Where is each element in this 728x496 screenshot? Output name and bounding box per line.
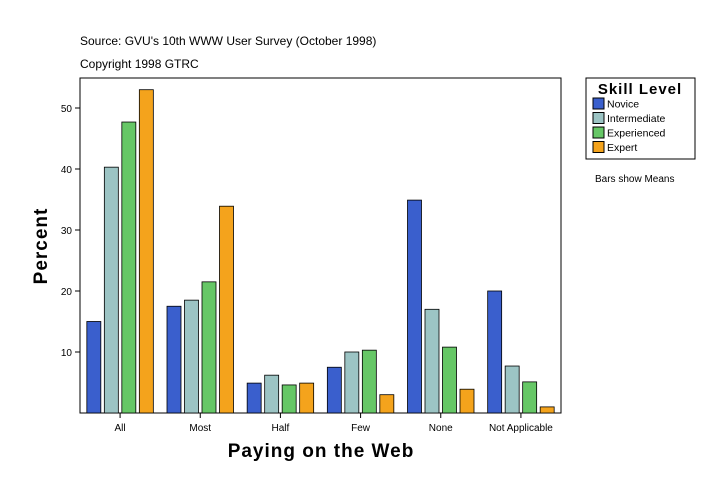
- bar-intermediate-most: [184, 299, 199, 414]
- copyright-text: Copyright 1998 GTRC: [80, 57, 199, 71]
- y-tick-label: 30: [61, 226, 73, 237]
- bar-intermediate-all: [103, 166, 119, 414]
- bar-novice-not-applicable: [487, 290, 503, 414]
- legend-label-experienced: Experienced: [607, 128, 666, 140]
- bar-expert-few: [379, 394, 395, 414]
- bar-expert-not-applicable: [539, 406, 555, 414]
- y-axis-label: Percent: [31, 208, 52, 285]
- x-tick-label: Most: [189, 423, 211, 434]
- plot-area: [79, 77, 562, 414]
- x-tick-label: All: [115, 423, 126, 434]
- bar-intermediate-not-applicable: [504, 365, 520, 414]
- x-axis-label: Paying on the Web: [228, 441, 415, 462]
- bar-intermediate-few: [344, 351, 360, 414]
- bar-novice-few: [326, 366, 342, 414]
- legend-swatch-experienced: [592, 126, 605, 139]
- bar-experienced-most: [201, 281, 217, 414]
- bar-novice-none: [407, 199, 422, 414]
- legend-label-intermediate: Intermediate: [607, 113, 666, 125]
- bar-novice-all: [86, 321, 102, 414]
- source-text: Source: GVU's 10th WWW User Survey (Octo…: [80, 34, 376, 48]
- bar-expert-none: [459, 388, 475, 414]
- x-tick-label: None: [429, 423, 453, 434]
- bar-expert-all: [138, 89, 154, 414]
- legend-swatch-expert: [592, 141, 605, 153]
- bar-novice-most: [166, 305, 182, 414]
- bar-expert-half: [299, 382, 315, 414]
- x-tick-label: Few: [351, 423, 371, 434]
- means-note: Bars show Means: [595, 174, 674, 185]
- legend-label-novice: Novice: [607, 99, 639, 111]
- x-tick-label: Not Applicable: [489, 423, 553, 434]
- bar-experienced-half: [281, 384, 297, 414]
- y-tick-label: 50: [61, 104, 73, 115]
- bar-intermediate-half: [264, 374, 280, 414]
- bar-experienced-all: [121, 121, 137, 414]
- y-tick-label: 20: [61, 287, 73, 298]
- bar-experienced-not-applicable: [522, 381, 538, 414]
- bar-experienced-none: [442, 346, 457, 414]
- legend-title: Skill Level: [598, 81, 682, 98]
- legend-swatch-novice: [592, 97, 605, 110]
- bar-intermediate-none: [424, 308, 440, 414]
- bar-experienced-few: [361, 349, 377, 414]
- legend-swatch-intermediate: [592, 112, 605, 124]
- x-tick-label: Half: [272, 423, 290, 434]
- y-tick-label: 10: [61, 348, 73, 359]
- bar-expert-most: [219, 205, 234, 414]
- bar-novice-half: [246, 382, 262, 414]
- legend-label-expert: Expert: [607, 142, 637, 154]
- y-tick-label: 40: [61, 165, 73, 176]
